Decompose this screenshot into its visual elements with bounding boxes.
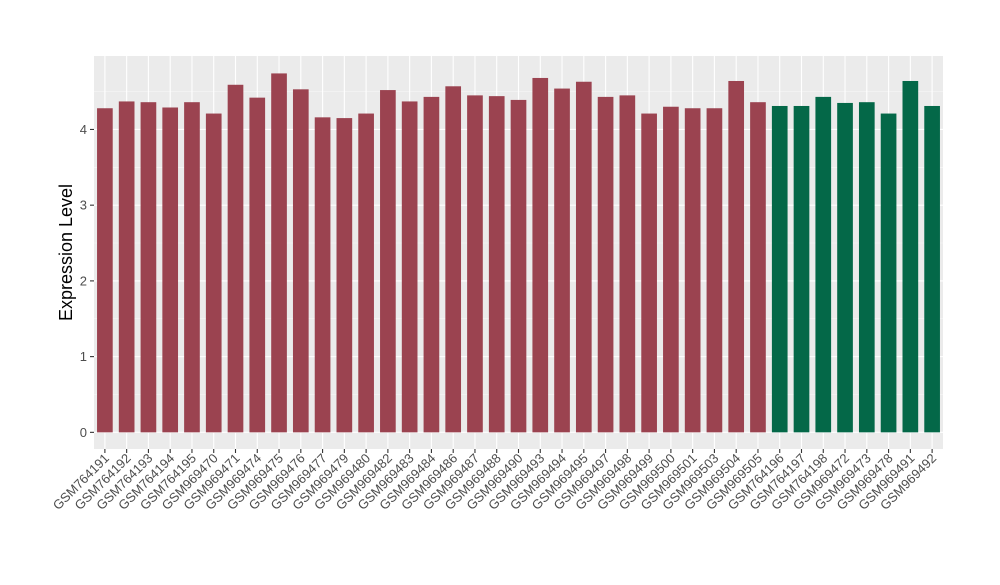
- x-axis-ticks: GSM764191GSM764192GSM764193GSM764194GSM7…: [50, 449, 939, 513]
- y-tick-label: 1: [80, 349, 87, 364]
- bar: [205, 113, 222, 433]
- bar: [423, 96, 440, 433]
- bar: [924, 105, 940, 433]
- bar: [706, 108, 723, 433]
- bar: [401, 101, 418, 433]
- bar: [771, 105, 788, 433]
- y-axis-title: Expression Level: [56, 184, 76, 321]
- bar: [445, 86, 462, 433]
- bar: [597, 96, 614, 433]
- bar: [815, 96, 832, 433]
- bar: [750, 102, 766, 433]
- bar: [118, 101, 135, 433]
- bar: [488, 96, 505, 433]
- bar: [641, 113, 657, 433]
- bar: [575, 81, 592, 433]
- bar: [619, 95, 636, 433]
- bar: [140, 102, 157, 433]
- bar: [162, 107, 179, 433]
- bar: [467, 95, 483, 433]
- bar: [336, 118, 353, 433]
- bar: [837, 102, 853, 433]
- y-tick-label: 0: [80, 425, 87, 440]
- bar: [314, 117, 331, 433]
- bar: [902, 80, 919, 433]
- bar: [292, 89, 309, 433]
- bar: [858, 102, 875, 433]
- bar: [97, 108, 113, 433]
- y-tick-label: 4: [80, 122, 87, 137]
- y-tick-label: 2: [80, 273, 87, 288]
- bar: [793, 105, 810, 433]
- bar: [380, 90, 396, 433]
- bars-group: [97, 73, 940, 433]
- bar: [880, 113, 897, 433]
- bar: [510, 99, 527, 433]
- bar: [227, 84, 244, 433]
- bar: [271, 73, 287, 433]
- bar: [532, 77, 549, 433]
- bar: [663, 106, 679, 433]
- bar: [684, 108, 701, 433]
- y-axis-ticks: 0 1 2 3 4: [80, 122, 94, 440]
- bar: [358, 113, 374, 433]
- bar: [554, 88, 570, 433]
- bar: [728, 80, 745, 433]
- bar: [249, 97, 266, 433]
- y-tick-label: 3: [80, 198, 87, 213]
- bar: [184, 102, 200, 433]
